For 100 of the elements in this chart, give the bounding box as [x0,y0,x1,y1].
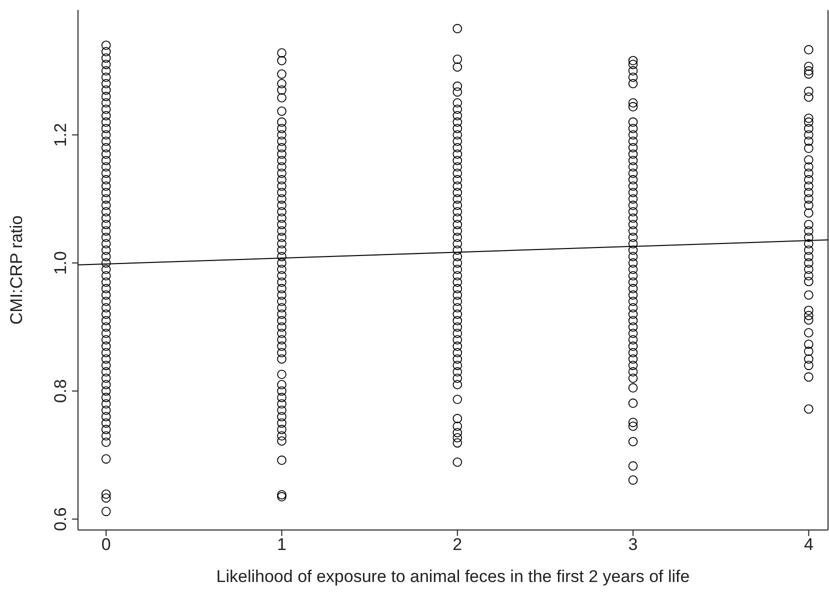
point [804,124,814,134]
point [804,354,814,364]
point [452,207,462,216]
point [452,181,462,191]
point [277,149,286,159]
point [277,264,286,274]
point [452,316,462,326]
point [452,24,462,34]
point [452,380,462,390]
point [804,264,814,274]
point [628,207,638,216]
point [277,130,286,140]
point [452,232,462,242]
point [277,386,286,396]
point [628,56,638,66]
point [628,374,638,383]
point [804,346,814,356]
point [628,367,638,376]
x-tick-label: 1 [277,535,286,554]
point [628,383,638,392]
point [804,136,814,146]
point [277,200,286,210]
point [277,239,286,248]
point [277,456,286,465]
point [277,399,286,408]
y-tick-label: 0.6 [51,507,70,531]
point [277,290,286,300]
point [452,457,462,467]
point [804,175,814,184]
point [804,130,814,140]
point [452,303,462,312]
point [452,220,462,230]
point [452,342,462,351]
point [452,130,462,140]
point [452,252,462,262]
point [277,194,286,204]
point [804,66,814,76]
point [628,194,638,204]
point [277,117,286,127]
point [804,181,814,191]
point [804,114,814,123]
point [628,162,638,172]
point [628,296,638,306]
point [277,392,286,402]
point [277,310,286,319]
point [277,69,286,79]
point [277,322,286,332]
point [628,284,638,294]
point [628,316,638,326]
point [804,239,814,248]
point [804,328,814,338]
point [804,310,814,320]
point [452,62,462,72]
point [804,246,814,255]
point [277,252,286,262]
point [628,271,638,280]
point [804,69,814,79]
point [452,428,462,438]
point [277,370,286,380]
point [277,278,286,287]
point [804,340,814,349]
point [277,85,286,95]
point [277,143,286,152]
point [628,143,638,152]
point [277,412,286,422]
point [277,436,286,446]
point [277,136,286,146]
point [804,276,814,286]
point [452,124,462,134]
point [628,188,638,198]
point [628,60,638,70]
point [452,246,462,255]
point [277,303,286,312]
point [277,284,286,294]
point [452,87,462,97]
point [628,354,638,364]
point [628,98,638,108]
point [804,162,814,172]
point [628,102,638,112]
point [277,316,286,326]
point [628,181,638,191]
x-tick-label: 4 [804,535,814,554]
point [628,117,638,127]
point [277,406,286,415]
point [628,398,638,408]
point [277,175,286,184]
point [628,72,638,82]
point [452,296,462,306]
point [277,490,286,500]
point [277,424,286,434]
point [452,239,462,248]
point [277,78,286,88]
point [452,226,462,236]
point [452,271,462,280]
point [628,461,638,471]
point [452,136,462,146]
x-tick-label: 0 [101,535,111,554]
point [452,194,462,204]
x-axis-title: Likelihood of exposure to animal feces in the first 2 years of life [216,567,690,586]
point [452,433,462,442]
